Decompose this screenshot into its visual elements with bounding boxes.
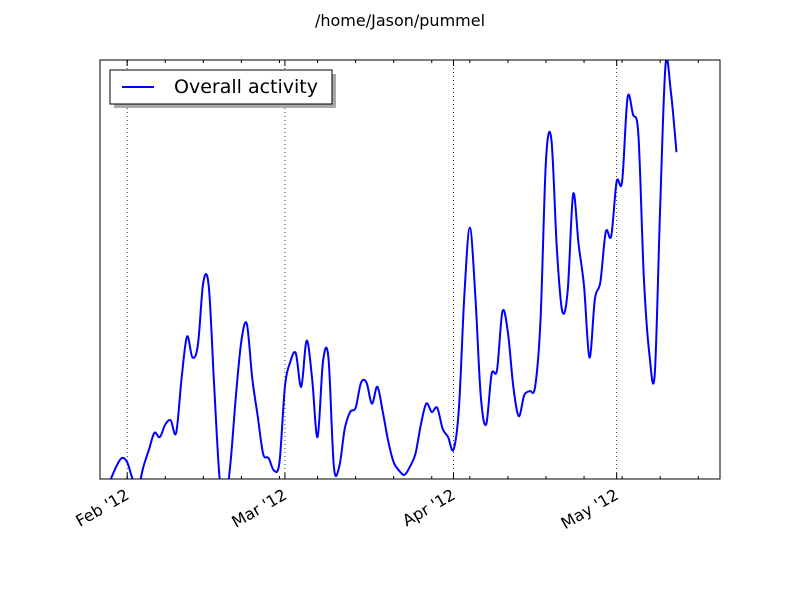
series-line-0 xyxy=(109,60,678,479)
legend: Overall activity xyxy=(109,69,336,108)
series-layer xyxy=(109,60,678,479)
x-major-ticks xyxy=(126,60,618,479)
x-tick-label: Feb '12 xyxy=(72,485,132,531)
plot-frame xyxy=(99,59,721,480)
plot-area xyxy=(100,60,720,479)
x-tick-labels: Feb '12 Mar '12 Apr '12 May '12 xyxy=(72,485,621,533)
x-tick-label: Apr '12 xyxy=(399,485,458,530)
legend-label-overall-activity: Overall activity xyxy=(174,76,318,98)
chart-title: /home/Jason/pummel xyxy=(315,11,485,30)
x-tick-label: Mar '12 xyxy=(228,485,289,531)
x-tick-label: May '12 xyxy=(558,485,622,533)
